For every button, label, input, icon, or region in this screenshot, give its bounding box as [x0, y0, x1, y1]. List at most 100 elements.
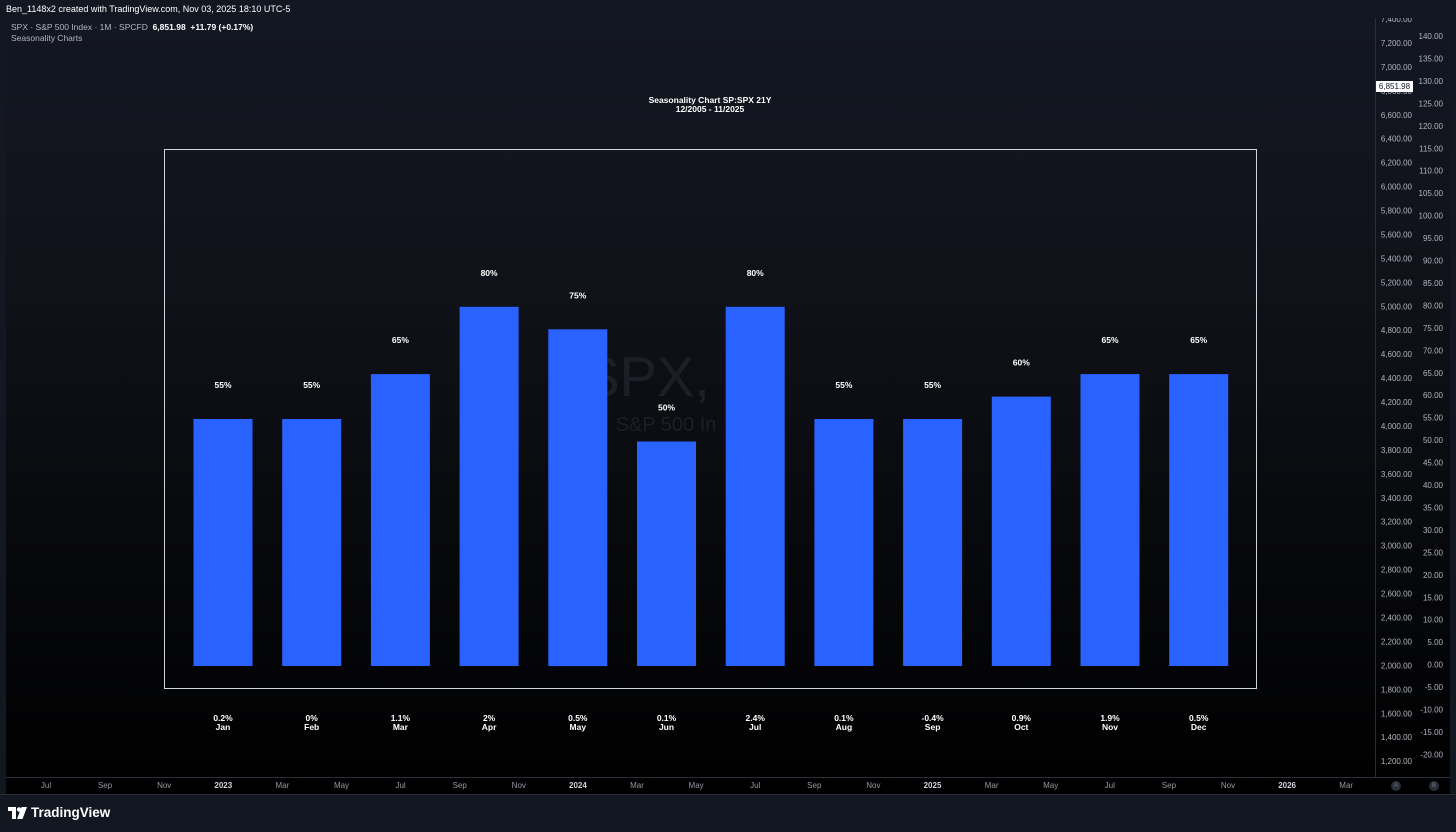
price-scale-label: 2,800.00 — [1381, 566, 1413, 575]
bar-jun — [637, 441, 696, 666]
indicator-scale-label: 105.00 — [1419, 189, 1444, 198]
indicator-scale-label: 100.00 — [1419, 212, 1444, 221]
month-label: Apr — [482, 722, 497, 732]
indicator-scale-label: 20.00 — [1423, 571, 1444, 580]
avg-return-label: 0.1% — [657, 713, 677, 723]
time-axis-label: May — [689, 781, 704, 790]
indicator-scale-label: 15.00 — [1423, 593, 1444, 602]
price-scale-label: 2,600.00 — [1381, 590, 1413, 599]
bar-value-label: 55% — [835, 380, 852, 390]
price-scale-label: 3,600.00 — [1381, 470, 1413, 479]
indicator-scale-label: 30.00 — [1423, 526, 1444, 535]
bar-apr — [459, 306, 519, 666]
month-label: Feb — [304, 722, 319, 732]
top-bar: Ben_1148x2 created with TradingView.com,… — [0, 0, 1456, 18]
month-label: Mar — [393, 722, 409, 732]
month-label: Sep — [925, 722, 941, 732]
bar-value-label: 55% — [924, 380, 941, 390]
price-scale-label: 4,200.00 — [1381, 398, 1413, 407]
price-scale-label: 5,000.00 — [1381, 302, 1413, 311]
bar-value-label: 55% — [214, 380, 231, 390]
indicator-scale-label: 45.00 — [1423, 459, 1444, 468]
avg-return-label: 2% — [483, 713, 496, 723]
price-scale-label: 1,800.00 — [1381, 685, 1413, 694]
chart-canvas: SPX, S&P 500 In Seasonality Chart SP:SPX… — [6, 18, 1450, 790]
indicator-scale-label: 95.00 — [1423, 234, 1444, 243]
indicator-scale[interactable]: 140.00 135.00 130.00 125.00 120.00 115.00 110.… — [1419, 32, 1444, 759]
time-scale[interactable]: Jul Sep Nov 2023 Mar May Jul Sep Nov 2024 Mar May Ju… — [41, 781, 1354, 790]
month-label: Aug — [836, 722, 853, 732]
attribution-text: Ben_1148x2 created with TradingView.com,… — [6, 4, 291, 14]
price-scale-label: 7,200.00 — [1381, 39, 1413, 48]
indicator-scale-label: -10.00 — [1420, 706, 1443, 715]
month-label: Oct — [1014, 722, 1028, 732]
legend: SPX · S&P 500 Index · 1M · SPCFD 6,851.9… — [11, 22, 253, 43]
time-axis-label: Mar — [985, 781, 999, 790]
bar-jan — [193, 419, 253, 666]
indicator-scale-label: 80.00 — [1423, 301, 1444, 310]
indicator-scale-label: 115.00 — [1419, 144, 1443, 153]
price-scale-label: 1,600.00 — [1381, 709, 1413, 718]
time-axis-label: May — [1043, 781, 1058, 790]
watermark-description: S&P 500 In — [616, 414, 717, 436]
avg-return-label: 0.2% — [213, 713, 233, 723]
indicator-scale-label: -15.00 — [1420, 728, 1443, 737]
price-scale-label: 6,400.00 — [1381, 135, 1413, 144]
time-axis-label: Mar — [276, 781, 290, 790]
avg-return-label: 0.9% — [1012, 713, 1032, 723]
indicator-scale-label: 130.00 — [1419, 77, 1444, 86]
bar-feb — [282, 419, 342, 666]
bar-aug — [814, 419, 874, 666]
avg-return-label: 0.1% — [834, 713, 854, 723]
time-axis-label: Nov — [512, 781, 526, 790]
indicator-scale-label: 120.00 — [1419, 122, 1444, 131]
month-label: May — [570, 722, 587, 732]
indicator-scale-label: 25.00 — [1423, 548, 1444, 557]
legend-change: +11.79 (+0.17%) — [190, 22, 254, 32]
indicator-scale-label: 40.00 — [1423, 481, 1444, 490]
time-axis-label: Nov — [157, 781, 171, 790]
indicator-scale-label: 65.00 — [1423, 369, 1444, 378]
legend-indicator[interactable]: Seasonality Charts — [11, 33, 83, 43]
scale-b-button[interactable]: B — [1429, 781, 1439, 791]
price-scale-label: 2,400.00 — [1381, 614, 1413, 623]
legend-symbol[interactable]: SPX · S&P 500 Index · 1M · SPCFD — [11, 22, 148, 32]
month-label: Jun — [659, 722, 674, 732]
price-scale-label: 3,400.00 — [1381, 494, 1413, 503]
indicator-scale-label: -20.00 — [1420, 750, 1443, 759]
price-scale-label: 2,200.00 — [1381, 637, 1413, 646]
tradingview-logo[interactable]: TradingView — [8, 805, 110, 822]
bar-value-label: 80% — [481, 268, 498, 278]
current-price-tag: 6,851.98 — [1376, 81, 1413, 92]
time-axis-label: 2024 — [569, 781, 587, 790]
time-axis-label: Jul — [1105, 781, 1115, 790]
time-axis-label: Sep — [1162, 781, 1177, 790]
indicator-scale-label: 125.00 — [1419, 99, 1444, 108]
footer: TradingView — [0, 794, 1456, 832]
chart-pane[interactable]: SPX, S&P 500 In Seasonality Chart SP:SPX… — [6, 18, 1450, 794]
indicator-scale-label: 35.00 — [1423, 503, 1444, 512]
price-scale-label: 5,200.00 — [1381, 278, 1413, 287]
time-axis-label: Nov — [1221, 781, 1235, 790]
bar-oct — [991, 396, 1051, 666]
avg-return-label: 1.9% — [1100, 713, 1120, 723]
bar-nov — [1080, 374, 1140, 666]
bar-value-label: 65% — [392, 335, 409, 345]
price-scale-label: 7,000.00 — [1381, 63, 1413, 72]
time-axis-label: Sep — [807, 781, 822, 790]
price-scale-label: 4,800.00 — [1381, 326, 1413, 335]
indicator-scale-label: 55.00 — [1423, 414, 1444, 423]
price-scale-label: 6,600.00 — [1381, 111, 1413, 120]
price-scale-label: 5,400.00 — [1381, 254, 1413, 263]
indicator-scale-label: 0.00 — [1427, 661, 1443, 670]
tradingview-logo-text: TradingView — [31, 805, 111, 820]
time-axis-label: 2023 — [214, 781, 232, 790]
auto-scale-button[interactable]: A — [1391, 781, 1401, 791]
price-scale[interactable]: 7,400.007,200.007,000.006,800.006,600.00… — [1381, 18, 1413, 766]
avg-return-label: 2.4% — [746, 713, 766, 723]
legend-symbol-row: SPX · S&P 500 Index · 1M · SPCFD 6,851.9… — [11, 22, 253, 32]
time-axis-label: Nov — [866, 781, 880, 790]
indicator-scale-label: 10.00 — [1423, 616, 1444, 625]
bar-value-label: 50% — [658, 403, 675, 413]
price-scale-label: 1,200.00 — [1381, 757, 1413, 766]
